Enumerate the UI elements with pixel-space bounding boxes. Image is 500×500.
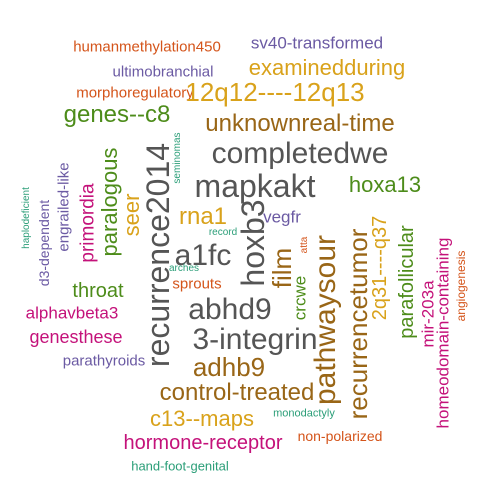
word: examinedduring [248, 55, 406, 80]
word: hoxa13 [348, 172, 422, 197]
word: seminomas [172, 132, 183, 184]
word: mapkakt [194, 168, 316, 204]
word: 12q12----12q13 [185, 77, 365, 107]
word: crcwe [290, 275, 310, 321]
word: haplodeficient [21, 187, 32, 249]
word: homeodomain-containing [433, 237, 453, 429]
word: hoxb3 [235, 199, 271, 287]
word: c13--maps [150, 406, 254, 431]
word: 3-integrin [192, 323, 318, 356]
word: adhb9 [192, 352, 266, 382]
word: morphoregulatory [76, 84, 194, 102]
word: 2q31----q37 [369, 215, 391, 321]
word: seer [119, 193, 144, 237]
word: humanmethylation450 [73, 38, 221, 56]
word: pathwaysour [309, 234, 342, 406]
word: rna1 [178, 203, 228, 230]
word: vegfr [263, 207, 301, 227]
word: parathyroids [62, 352, 146, 370]
word: throat [72, 280, 124, 302]
word: sv40-transformed [250, 33, 384, 53]
word: monodactyly [273, 407, 335, 420]
word: angiogenesis [454, 250, 468, 322]
word: non-polarized [297, 428, 383, 444]
word: record [208, 227, 238, 238]
word: atta [299, 236, 310, 254]
word: arches [168, 263, 200, 274]
word: alphavbeta3 [25, 303, 119, 323]
word: ultimobranchial [112, 63, 214, 81]
word: engrailed-like [55, 162, 73, 252]
word: a1fc [174, 239, 232, 272]
word: paralogous [97, 147, 122, 257]
word: recurrence2014 [140, 142, 176, 368]
word: control-treated [159, 379, 315, 406]
word: hormone-receptor [123, 432, 283, 454]
word: sprouts [172, 275, 222, 293]
word: genesthese [29, 327, 123, 347]
word: unknownreal-time [205, 110, 395, 137]
word: completedwe [211, 137, 389, 170]
word: recurrencetumor [343, 228, 373, 420]
word: d3-dependent [36, 199, 52, 287]
word: genes--c8 [63, 101, 171, 128]
word: abhd9 [188, 293, 272, 326]
word: hand-foot-genital [131, 458, 229, 474]
word: primordia [77, 183, 99, 263]
word: parafollicular [396, 225, 418, 339]
